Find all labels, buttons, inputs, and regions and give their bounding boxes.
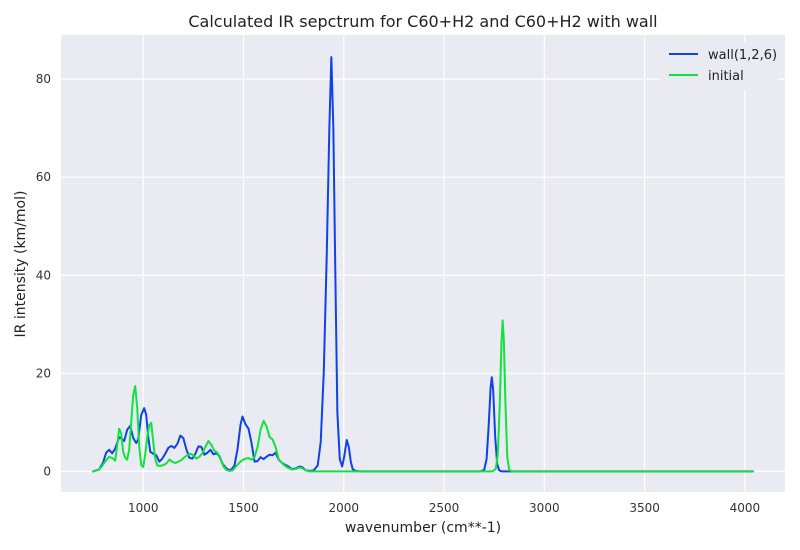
x-tick-label: 4000 [730,501,761,515]
x-tick-label: 1500 [228,501,259,515]
tick-labels: 1000 1500 2000 2500 3000 3500 4000 0 20 40 60 80 [36,72,760,515]
y-tick-label: 60 [36,170,51,184]
legend: wall(1,2,6) initial [660,42,778,90]
y-tick-label: 0 [43,464,51,478]
x-tick-label: 2500 [429,501,460,515]
x-tick-label: 3000 [529,501,560,515]
x-tick-label: 1000 [128,501,159,515]
grid-lines [61,35,785,492]
y-tick-label: 20 [36,366,51,380]
legend-label-initial: initial [708,69,744,84]
series-line-initial [92,319,754,473]
legend-label-wall: wall(1,2,6) [708,48,777,63]
y-tick-label: 80 [36,72,51,86]
series-layer [92,56,754,473]
y-axis-label: IR intensity (km/mol) [13,191,29,338]
x-tick-label: 2000 [329,501,360,515]
chart-title: Calculated IR sepctrum for C60+H2 and C6… [188,12,657,31]
x-tick-label: 3500 [629,501,660,515]
series-line-wall [92,56,754,473]
plot-area [61,35,785,492]
x-axis-label: wavenumber (cm**-1) [345,520,501,536]
y-tick-label: 40 [36,268,51,282]
